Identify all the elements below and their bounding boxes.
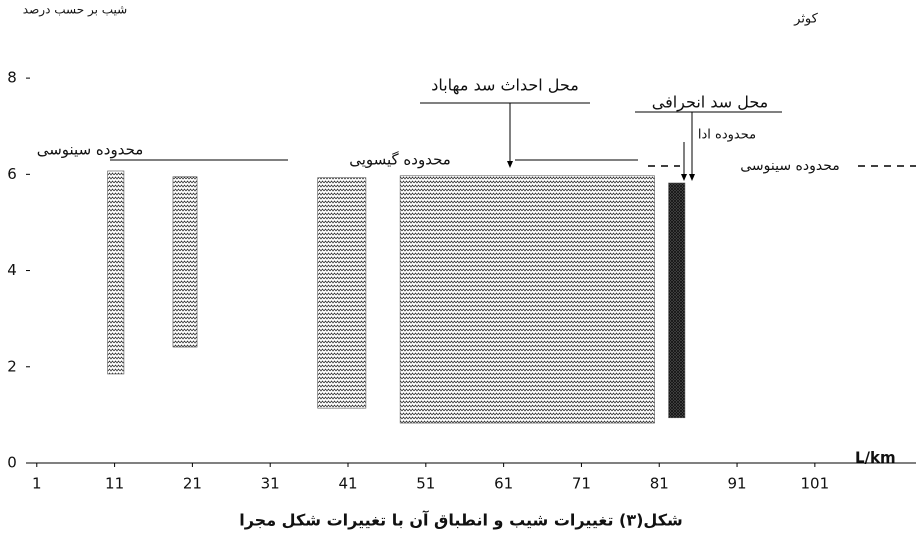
y-tick-label: 8	[7, 69, 17, 87]
x-axis-label: L/km	[855, 449, 896, 467]
annotation: محدوده سینوسی	[37, 141, 144, 159]
region	[668, 182, 686, 419]
annotation: کوثر	[793, 12, 819, 27]
chart-title: شکل(۳) تغییرات شیب و انطباق آن با تغییرا…	[239, 510, 683, 530]
x-tick-label: 1	[32, 475, 42, 493]
x-tick-label: 31	[261, 475, 280, 493]
region	[107, 170, 125, 375]
x-tick-label: 61	[494, 475, 513, 493]
region	[317, 177, 367, 409]
x-tick-label: 71	[572, 475, 591, 493]
y-axis-label: شیب بر حسب درصد	[23, 3, 127, 18]
x-tick-label: 51	[416, 475, 435, 493]
y-tick-label: 2	[7, 357, 17, 375]
arrow-head	[681, 174, 687, 181]
x-tick-label: 21	[183, 475, 202, 493]
annotation: محدوده گیسویی	[349, 151, 451, 169]
annotation: محدوده ادا	[698, 128, 756, 143]
x-tick-label: 41	[338, 475, 357, 493]
arrow-head	[507, 161, 513, 168]
annotation: محل سد انحرافی	[652, 93, 768, 113]
arrow-head	[689, 174, 695, 181]
x-tick-label: 101	[801, 475, 830, 493]
y-tick-label: 6	[7, 165, 17, 183]
region	[172, 176, 198, 348]
x-tick-label: 11	[105, 475, 124, 493]
region	[399, 175, 655, 424]
x-tick-label: 81	[650, 475, 669, 493]
y-tick-label: 4	[7, 261, 17, 279]
annotation: محدوده سینوسی	[740, 158, 839, 174]
y-tick-label: 0	[7, 454, 17, 472]
x-tick-label: 91	[727, 475, 746, 493]
annotation: محل احداث سد مهاباد	[431, 76, 579, 96]
